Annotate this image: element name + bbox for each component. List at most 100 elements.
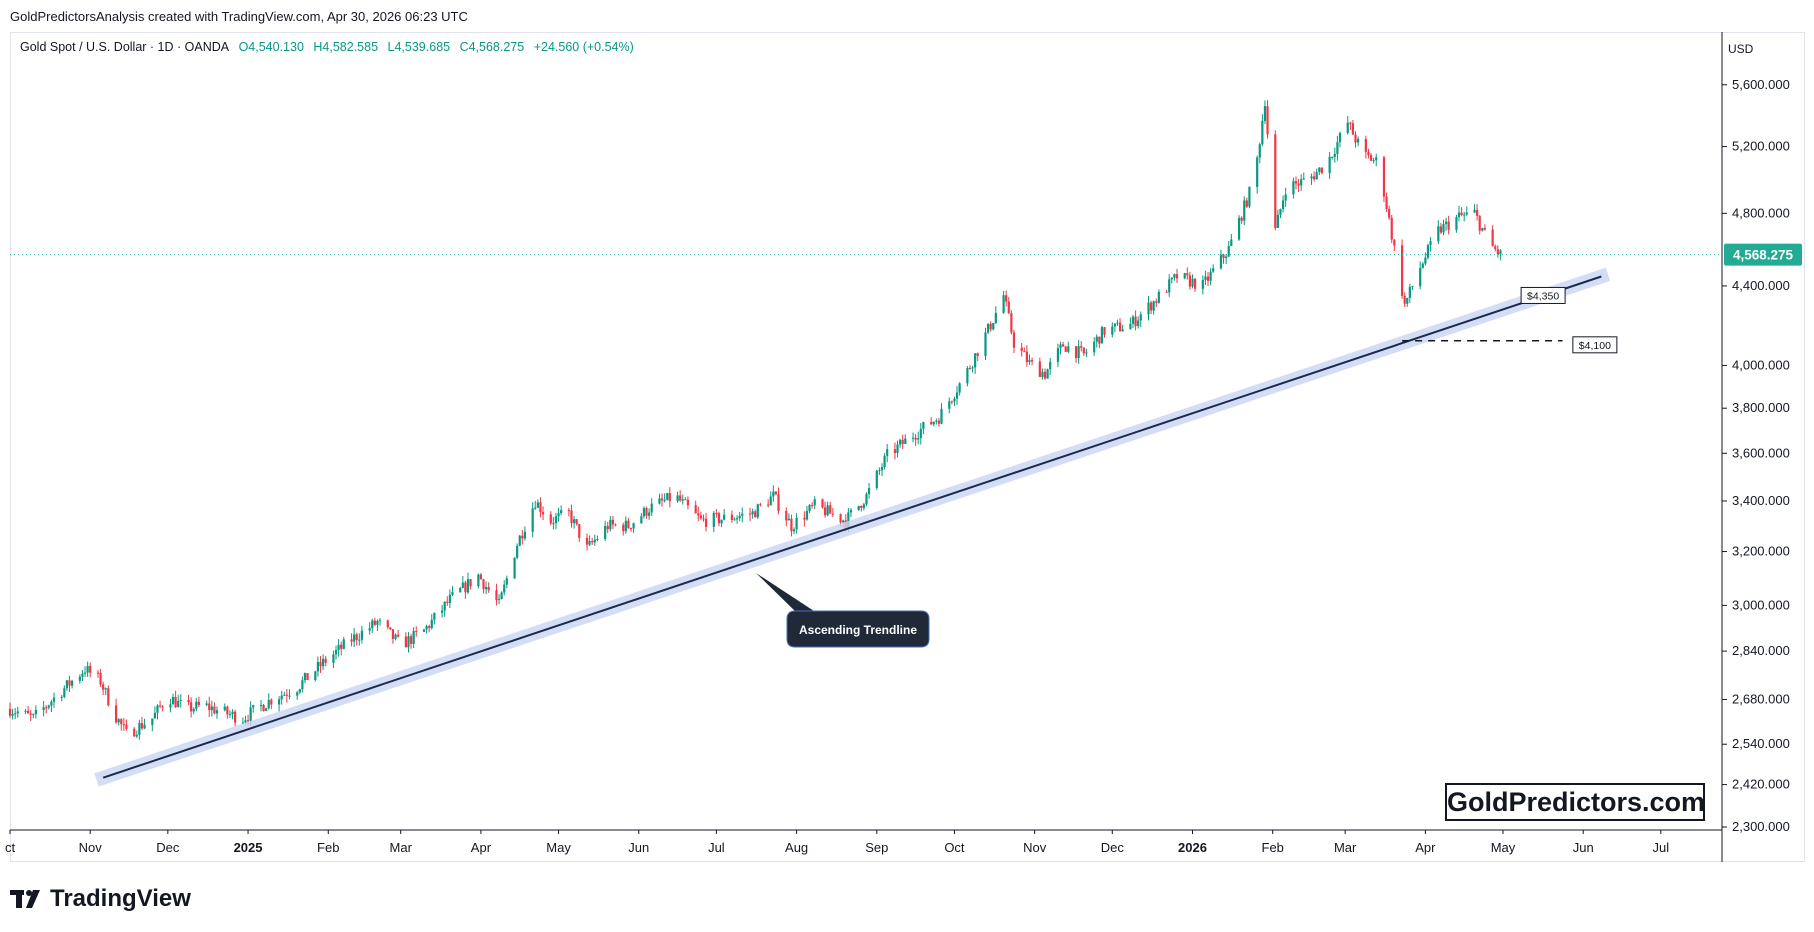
candle-body [723,514,726,520]
candle-body [1320,167,1323,174]
x-tick-label: 2025 [234,840,263,855]
x-tick-label: May [546,840,571,855]
candle-body [720,519,723,524]
candle-body [1400,245,1404,296]
candle-body [340,644,343,649]
candle-body [596,539,599,541]
candle-body [1481,227,1484,231]
candle-body [1227,246,1230,257]
candle-body [1261,120,1264,145]
candle-body [883,455,886,468]
x-tick-label: Apr [471,840,492,855]
candle-body [1038,361,1041,378]
candle-body [650,503,653,513]
candle-body [1463,214,1466,216]
candle-body [593,539,596,543]
candle-body [45,707,48,709]
price-label-4100-box [1572,336,1618,354]
candle-body [937,420,941,424]
candle-body [992,322,995,330]
candle-body [1219,254,1223,269]
candle-body [1230,239,1233,247]
high-value: H4,582.585 [313,40,379,54]
candle-body [1455,217,1458,230]
callout-ascending-trendline: Ascending Trendline [799,623,917,637]
candle-body [1421,263,1424,268]
candle-body [1046,369,1049,379]
candle-body [792,529,796,532]
candle-body [1483,227,1486,230]
candle-body [513,557,516,579]
candle-body [756,504,759,518]
candle-body [968,368,972,370]
candle-body [29,713,32,715]
candle-body [785,510,788,521]
currency-selector[interactable]: USD [1728,42,1754,56]
x-tick-label: Nov [79,840,103,855]
candle-body [1002,295,1005,313]
candle-body [1318,167,1321,172]
candle-body [65,680,69,689]
candle-body [241,722,244,724]
candle-body [552,523,555,525]
candle-body [588,541,591,545]
candle-body [831,513,834,515]
candle-body [896,444,899,454]
candle-body [867,488,871,494]
candle-body [1005,295,1008,302]
candle-body [114,705,118,723]
candle-body [557,513,560,517]
candle-body [875,470,878,489]
candle-body [303,673,307,681]
candle-body [314,671,317,680]
candle-body [1429,241,1432,246]
candle-body [893,449,897,454]
y-tick-label: 3,800.000 [1732,400,1790,415]
candle-body [754,511,757,518]
candle-body [208,703,211,711]
candle-body [738,515,741,519]
candle-body [342,639,345,649]
tradingview-icon [10,890,40,908]
candle-body [774,491,778,495]
candle-body [660,498,664,501]
candle-body [1333,153,1336,157]
candle-body [694,505,697,514]
candle-body [102,684,105,690]
candle-body [1118,322,1122,332]
candle-body [1064,346,1067,352]
candle-body [1349,122,1352,124]
candle-body [759,504,762,506]
candle-body [99,672,102,685]
candle-body [446,601,449,603]
candle-body [1116,322,1119,324]
candle-body [246,720,250,722]
candle-body [624,520,627,532]
candle-body [676,495,679,502]
candle-body [397,634,400,637]
x-tick-label: Feb [1262,840,1284,855]
candle-body [1012,332,1016,348]
candle-body [648,512,651,516]
candle-body [503,584,506,593]
callout-box [786,610,930,648]
candle-body [554,516,558,524]
candle-body [1367,151,1370,156]
candle-body [133,728,136,737]
candle-body [368,628,371,631]
candle-body [645,508,648,516]
y-tick-label: 4,000.000 [1732,357,1790,372]
candle-body [464,582,467,593]
close-value: C4,568.275 [459,40,525,54]
y-tick-label: 4,400.000 [1732,278,1790,293]
candle-body [443,601,446,611]
candle-body [415,630,418,632]
candle-body [1225,256,1228,259]
candle-body [1248,186,1251,207]
candle-body [684,499,687,501]
candle-body [516,545,519,558]
candle-body [151,718,154,725]
candle-body [215,710,219,714]
candle-body [914,437,917,440]
